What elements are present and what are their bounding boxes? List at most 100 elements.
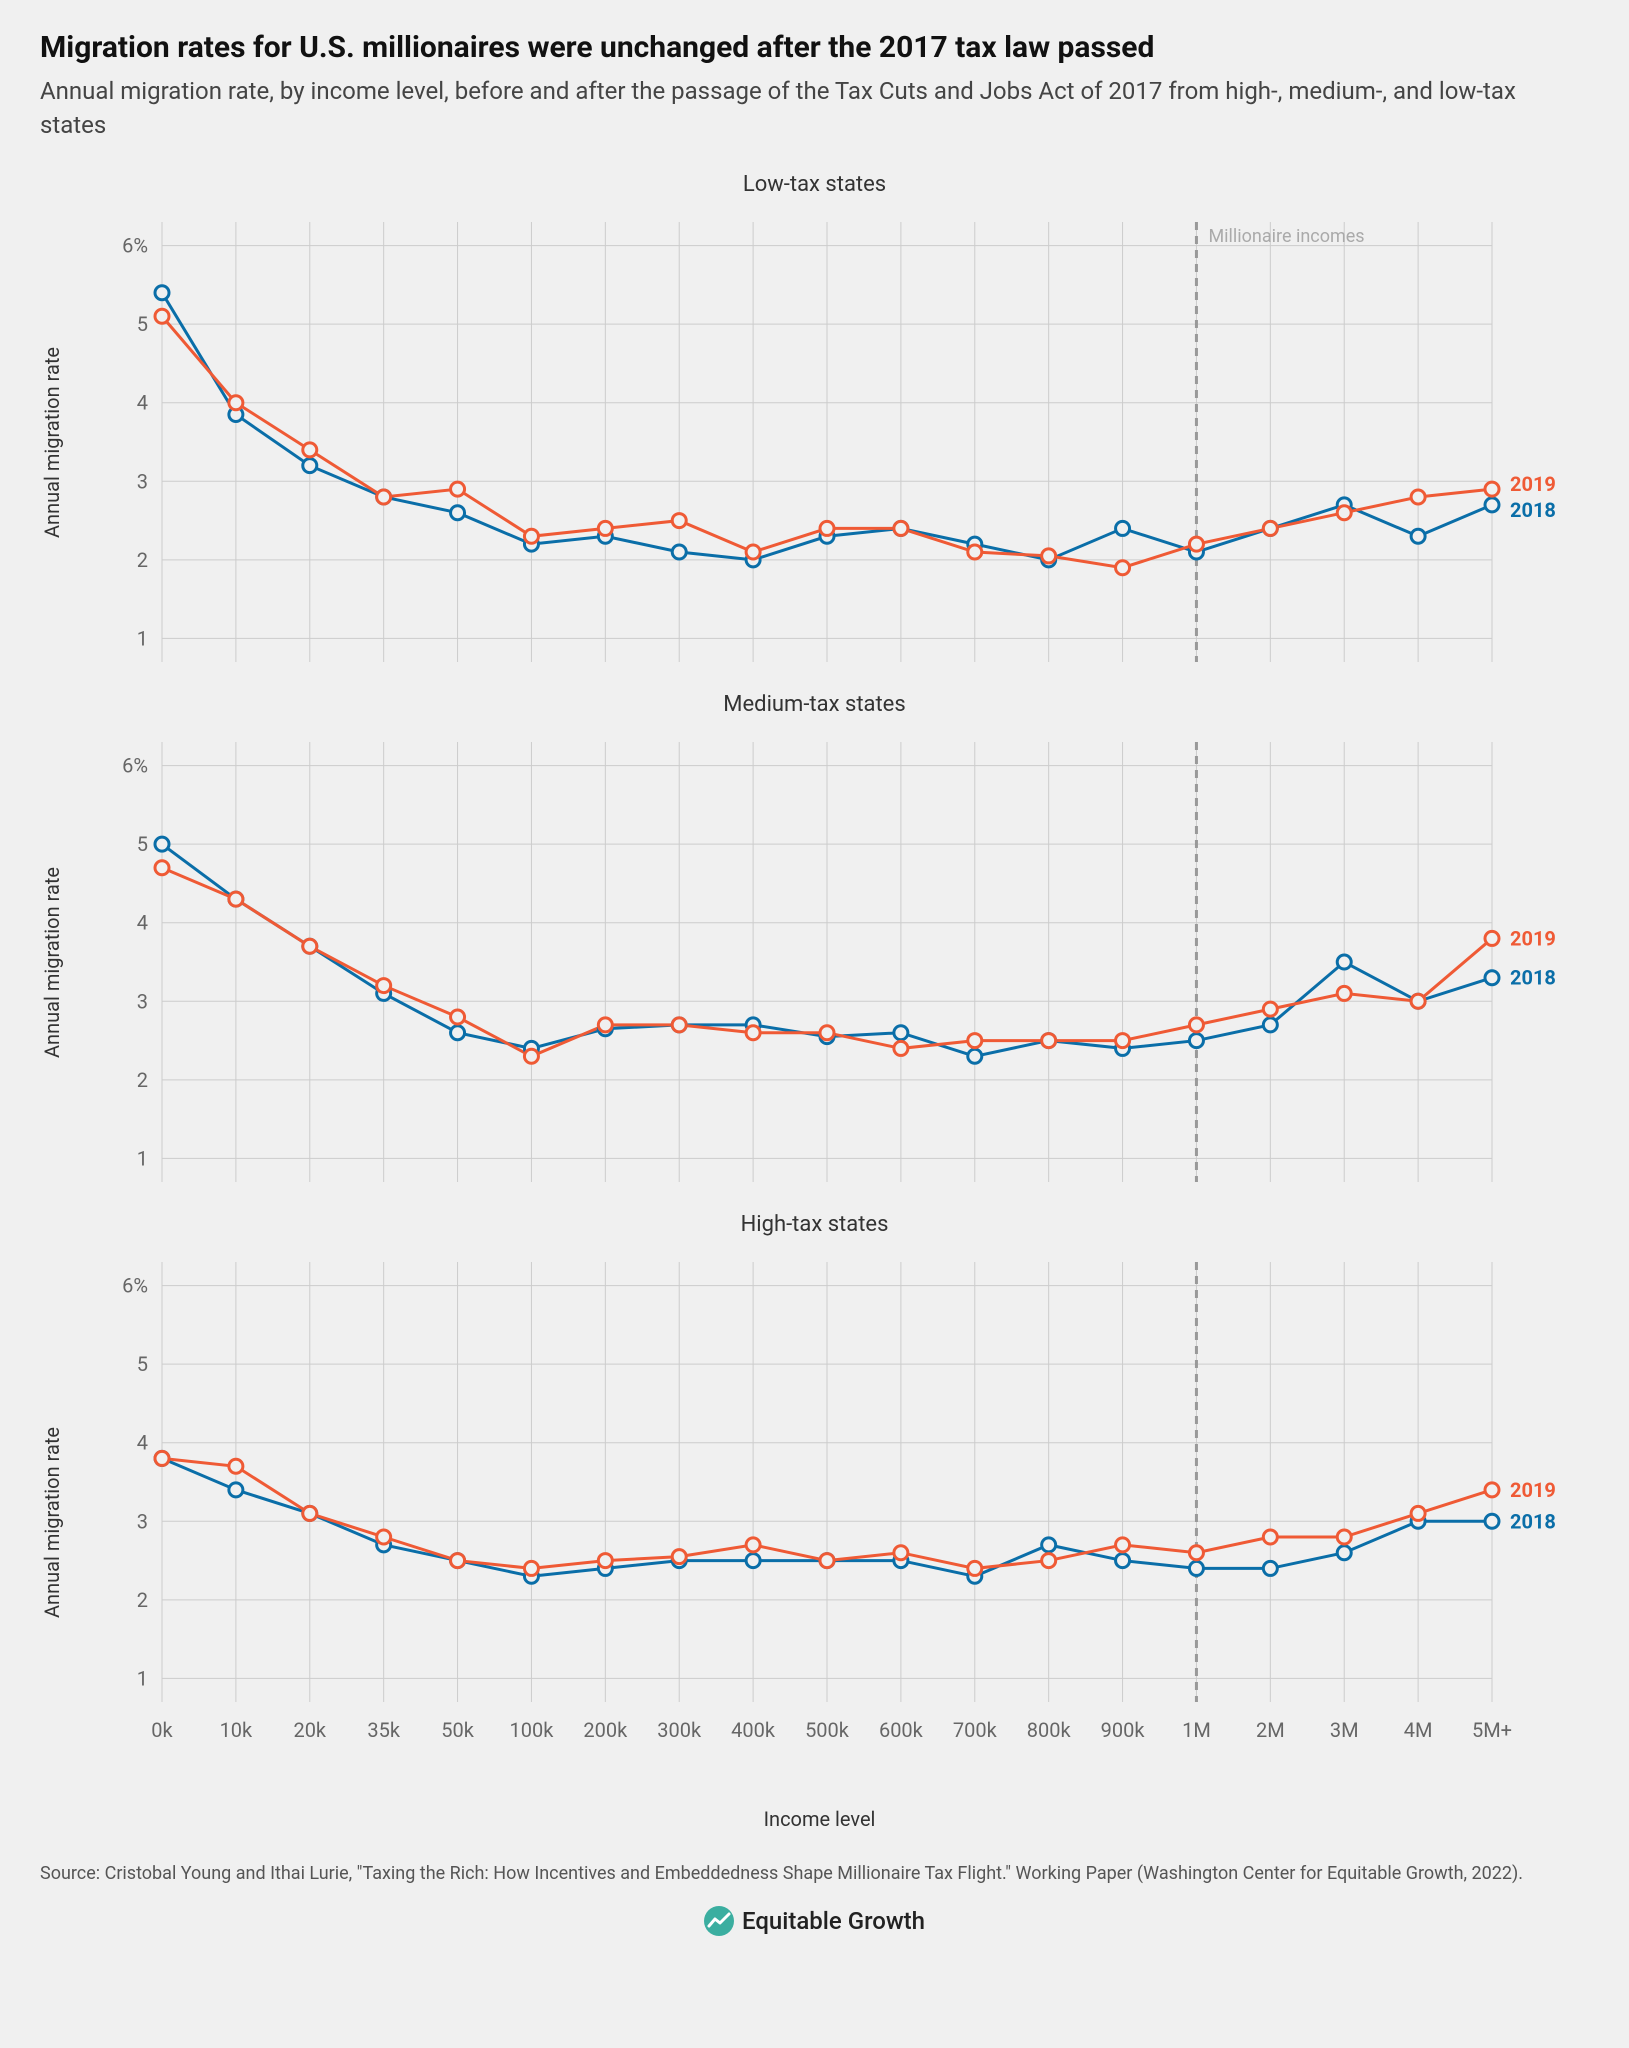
svg-text:4: 4 bbox=[137, 1431, 148, 1455]
data-point bbox=[1485, 932, 1499, 946]
svg-text:5M+: 5M+ bbox=[1472, 1718, 1512, 1742]
svg-text:4: 4 bbox=[137, 391, 148, 415]
data-point bbox=[1411, 1507, 1425, 1521]
data-point bbox=[1263, 1530, 1277, 1544]
data-point bbox=[1189, 1018, 1203, 1032]
panel-title: High-tax states bbox=[40, 1212, 1589, 1237]
svg-text:3: 3 bbox=[137, 989, 148, 1013]
data-point bbox=[1116, 1554, 1130, 1568]
chart-container: Migration rates for U.S. millionaires we… bbox=[0, 0, 1629, 1956]
svg-text:800k: 800k bbox=[1027, 1718, 1072, 1742]
data-point bbox=[155, 286, 169, 300]
svg-text:2: 2 bbox=[137, 1068, 148, 1092]
data-point bbox=[303, 1507, 317, 1521]
svg-text:600k: 600k bbox=[879, 1718, 924, 1742]
data-point bbox=[1189, 1034, 1203, 1048]
data-point bbox=[598, 522, 612, 536]
chart-panels: Low-tax statesAnnual migration rate12345… bbox=[40, 172, 1589, 1831]
brand-label: Equitable Growth bbox=[742, 1907, 925, 1935]
data-point bbox=[155, 1452, 169, 1466]
y-axis-label: Annual migration rate bbox=[40, 867, 64, 1058]
svg-text:5: 5 bbox=[137, 1352, 148, 1376]
svg-text:Millionaire incomes: Millionaire incomes bbox=[1208, 226, 1364, 247]
data-point bbox=[968, 1562, 982, 1576]
data-point bbox=[377, 979, 391, 993]
chart-panel: Annual migration rate123456%201920180k10… bbox=[40, 1242, 1589, 1802]
data-point bbox=[377, 1530, 391, 1544]
data-point bbox=[1189, 537, 1203, 551]
source-text: Source: Cristobal Young and Ithai Lurie,… bbox=[40, 1861, 1589, 1886]
svg-text:3: 3 bbox=[137, 469, 148, 493]
data-point bbox=[820, 522, 834, 536]
data-point bbox=[303, 443, 317, 457]
chart-panel: Annual migration rate123456%Millionaire … bbox=[40, 202, 1589, 682]
data-point bbox=[1263, 1562, 1277, 1576]
data-point bbox=[451, 1554, 465, 1568]
svg-text:6%: 6% bbox=[122, 234, 148, 258]
data-point bbox=[746, 1538, 760, 1552]
y-axis-label: Annual migration rate bbox=[40, 347, 64, 538]
series-label-2019: 2019 bbox=[1510, 1478, 1556, 1502]
chart-svg: 123456%201920180k10k20k35k50k100k200k300… bbox=[72, 1242, 1589, 1802]
data-point bbox=[1189, 1546, 1203, 1560]
data-point bbox=[1485, 498, 1499, 512]
data-point bbox=[820, 1554, 834, 1568]
data-point bbox=[1042, 549, 1056, 563]
data-point bbox=[1411, 490, 1425, 504]
data-point bbox=[894, 1026, 908, 1040]
data-point bbox=[1337, 1530, 1351, 1544]
data-point bbox=[229, 1483, 243, 1497]
svg-text:500k: 500k bbox=[805, 1718, 850, 1742]
data-point bbox=[1116, 1538, 1130, 1552]
data-point bbox=[1042, 1554, 1056, 1568]
data-point bbox=[377, 490, 391, 504]
data-point bbox=[1042, 1538, 1056, 1552]
svg-text:3M: 3M bbox=[1330, 1718, 1359, 1742]
data-point bbox=[1337, 955, 1351, 969]
data-point bbox=[746, 1026, 760, 1040]
data-point bbox=[524, 1562, 538, 1576]
data-point bbox=[1485, 971, 1499, 985]
svg-text:35k: 35k bbox=[367, 1718, 400, 1742]
chart-svg: 123456%Millionaire incomes20192018 bbox=[72, 202, 1589, 682]
svg-text:200k: 200k bbox=[583, 1718, 628, 1742]
data-point bbox=[672, 514, 686, 528]
svg-text:2M: 2M bbox=[1256, 1718, 1285, 1742]
data-point bbox=[894, 1042, 908, 1056]
svg-text:5: 5 bbox=[137, 832, 148, 856]
data-point bbox=[1411, 529, 1425, 543]
series-label-2018: 2018 bbox=[1510, 1509, 1556, 1533]
data-point bbox=[524, 1049, 538, 1063]
data-point bbox=[155, 309, 169, 323]
data-point bbox=[1337, 1546, 1351, 1560]
data-point bbox=[598, 1018, 612, 1032]
series-label-2018: 2018 bbox=[1510, 966, 1556, 990]
chart-panel: Annual migration rate123456%20192018 bbox=[40, 722, 1589, 1202]
data-point bbox=[451, 1026, 465, 1040]
data-point bbox=[672, 1018, 686, 1032]
data-point bbox=[155, 837, 169, 851]
panel-title: Low-tax states bbox=[40, 172, 1589, 197]
svg-text:6%: 6% bbox=[122, 1274, 148, 1298]
svg-text:3: 3 bbox=[137, 1509, 148, 1533]
data-point bbox=[1116, 1034, 1130, 1048]
svg-text:10k: 10k bbox=[220, 1718, 253, 1742]
data-point bbox=[229, 396, 243, 410]
series-label-2018: 2018 bbox=[1510, 498, 1556, 522]
data-point bbox=[1042, 1034, 1056, 1048]
chart-title: Migration rates for U.S. millionaires we… bbox=[40, 30, 1589, 65]
x-axis-label: Income level bbox=[160, 1807, 1479, 1831]
data-point bbox=[1263, 1018, 1277, 1032]
data-point bbox=[451, 1010, 465, 1024]
data-point bbox=[229, 892, 243, 906]
brand-icon bbox=[704, 1906, 734, 1936]
svg-text:0k: 0k bbox=[151, 1718, 173, 1742]
series-label-2019: 2019 bbox=[1510, 927, 1556, 951]
svg-text:6%: 6% bbox=[122, 754, 148, 778]
data-point bbox=[229, 1459, 243, 1473]
series-label-2019: 2019 bbox=[1510, 472, 1556, 496]
svg-text:400k: 400k bbox=[731, 1718, 776, 1742]
data-point bbox=[1485, 1514, 1499, 1528]
data-point bbox=[1337, 987, 1351, 1001]
svg-text:5: 5 bbox=[137, 312, 148, 336]
